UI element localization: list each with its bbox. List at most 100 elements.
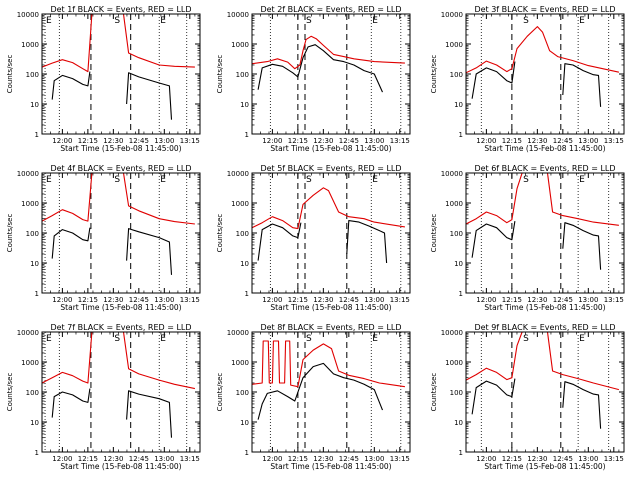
x-tick-label: 12:45: [129, 296, 149, 304]
y-axis-label: Counts/sec: [430, 214, 438, 253]
y-tick-label: 1: [245, 290, 249, 298]
plot-frame: [41, 172, 201, 294]
x-tick-label: 12:00: [52, 455, 72, 463]
x-tick-label: 12:15: [78, 137, 98, 145]
plot-series: [252, 340, 405, 420]
y-tick-label: 1: [459, 290, 463, 298]
x-tick-label: 13:00: [578, 296, 598, 304]
y-tick-label: 10: [454, 260, 463, 268]
series-line-events: [126, 228, 173, 275]
x-tick-label: 13:15: [604, 296, 624, 304]
x-axis-label: Start Time (15-Feb-08 11:45:00): [484, 303, 605, 312]
interval-marker-label: S: [523, 175, 529, 185]
y-tick-label: 10000: [17, 11, 39, 19]
x-tick-label: 12:00: [52, 137, 72, 145]
x-tick-label: 12:30: [527, 455, 547, 463]
interval-marker-label: E: [579, 334, 585, 344]
y-tick-label: 10: [454, 101, 463, 109]
x-tick-label: 13:00: [364, 296, 384, 304]
x-axis-label: Start Time (15-Feb-08 11:45:00): [60, 462, 181, 471]
series-line-lld: [42, 332, 196, 390]
x-tick-label: 13:15: [390, 137, 410, 145]
panel-title: Det 5f BLACK = Events, RED = LLD: [260, 164, 401, 173]
interval-marker-label: S: [114, 175, 120, 185]
x-tick-label: 12:00: [476, 455, 496, 463]
series-line-events: [51, 71, 91, 100]
x-tick-label: 13:00: [364, 137, 384, 145]
y-tick-label: 10: [30, 260, 39, 268]
y-tick-label: 10: [454, 419, 463, 427]
interval-marker-label: S: [306, 16, 312, 26]
series-line-lld: [466, 173, 619, 226]
x-tick-label: 12:15: [78, 455, 98, 463]
x-tick-label: 12:45: [339, 137, 359, 145]
x-tick-label: 12:15: [502, 137, 522, 145]
y-tick-label: 1000: [231, 359, 249, 367]
y-tick-label: 10: [30, 101, 39, 109]
plot-frame: [251, 331, 411, 453]
y-tick-label: 1000: [21, 41, 39, 49]
plot-series: [42, 332, 196, 438]
y-tick-label: 10000: [227, 170, 249, 178]
interval-marker-label: S: [114, 16, 120, 26]
y-tick-label: 10000: [227, 329, 249, 337]
y-axis-label: Counts/sec: [6, 373, 14, 412]
series-line-lld: [252, 35, 405, 70]
series-line-events: [562, 381, 602, 429]
y-tick-label: 100: [26, 71, 39, 79]
y-axis-label: Counts/sec: [6, 214, 14, 253]
x-tick-label: 12:15: [502, 296, 522, 304]
y-tick-label: 1: [245, 131, 249, 139]
panel-title: Det 7f BLACK = Events, RED = LLD: [50, 323, 191, 332]
panel-det-9: Det 9f BLACK = Events, RED = LLD 1 10 100 10…: [430, 323, 625, 471]
x-axis-label: Start Time (15-Feb-08 11:45:00): [270, 303, 391, 312]
x-tick-label: 13:15: [180, 137, 200, 145]
y-tick-label: 1000: [231, 41, 249, 49]
x-axis-label: Start Time (15-Feb-08 11:45:00): [484, 144, 605, 153]
x-tick-label: 12:30: [103, 137, 123, 145]
plot-series: [466, 332, 620, 429]
x-tick-label: 13:15: [390, 455, 410, 463]
y-tick-label: 1: [35, 290, 39, 298]
x-tick-label: 13:15: [180, 296, 200, 304]
y-tick-label: 10: [240, 260, 249, 268]
y-tick-label: 100: [236, 230, 249, 238]
interval-marker-label: S: [114, 334, 120, 344]
x-tick-label: 12:15: [288, 137, 308, 145]
x-tick-label: 13:15: [604, 455, 624, 463]
y-tick-label: 1: [35, 131, 39, 139]
y-tick-label: 10000: [441, 329, 463, 337]
y-tick-label: 1: [245, 449, 249, 457]
x-tick-label: 12:00: [262, 137, 282, 145]
x-tick-label: 12:30: [313, 137, 333, 145]
panel-title: Det 2f BLACK = Events, RED = LLD: [260, 5, 401, 14]
y-tick-label: 1000: [445, 41, 463, 49]
x-tick-label: 12:30: [313, 296, 333, 304]
series-line-events: [126, 72, 173, 120]
x-tick-label: 13:00: [578, 455, 598, 463]
y-axis-label: Counts/sec: [430, 373, 438, 412]
x-tick-label: 12:15: [288, 455, 308, 463]
x-tick-label: 12:45: [553, 455, 573, 463]
panel-title: Det 1f BLACK = Events, RED = LLD: [50, 5, 191, 14]
x-tick-label: 12:00: [476, 296, 496, 304]
interval-marker-label: E: [46, 334, 52, 344]
y-axis-label: Counts/sec: [216, 373, 224, 412]
panel-title: Det 3f BLACK = Events, RED = LLD: [474, 5, 615, 14]
interval-marker-label: S: [523, 334, 529, 344]
interval-marker-label: E: [372, 175, 378, 185]
panel-title: Det 6f BLACK = Events, RED = LLD: [474, 164, 615, 173]
series-line-events: [51, 227, 91, 259]
plot-frame: [465, 172, 625, 294]
x-axis-label: Start Time (15-Feb-08 11:45:00): [60, 303, 181, 312]
x-tick-label: 12:00: [476, 137, 496, 145]
x-tick-label: 12:00: [262, 455, 282, 463]
panel-det-8: Det 8f BLACK = Events, RED = LLD 1 10 100 10…: [216, 323, 411, 471]
panel-det-7: Det 7f BLACK = Events, RED = LLD 1 10 100 10…: [6, 323, 201, 471]
panel-det-2: Det 2f BLACK = Events, RED = LLD 1 10 100 10…: [216, 5, 411, 153]
x-tick-label: 12:15: [502, 455, 522, 463]
plot-series: [252, 187, 405, 264]
x-tick-label: 12:30: [527, 137, 547, 145]
x-tick-label: 13:00: [364, 455, 384, 463]
y-tick-label: 1: [35, 449, 39, 457]
